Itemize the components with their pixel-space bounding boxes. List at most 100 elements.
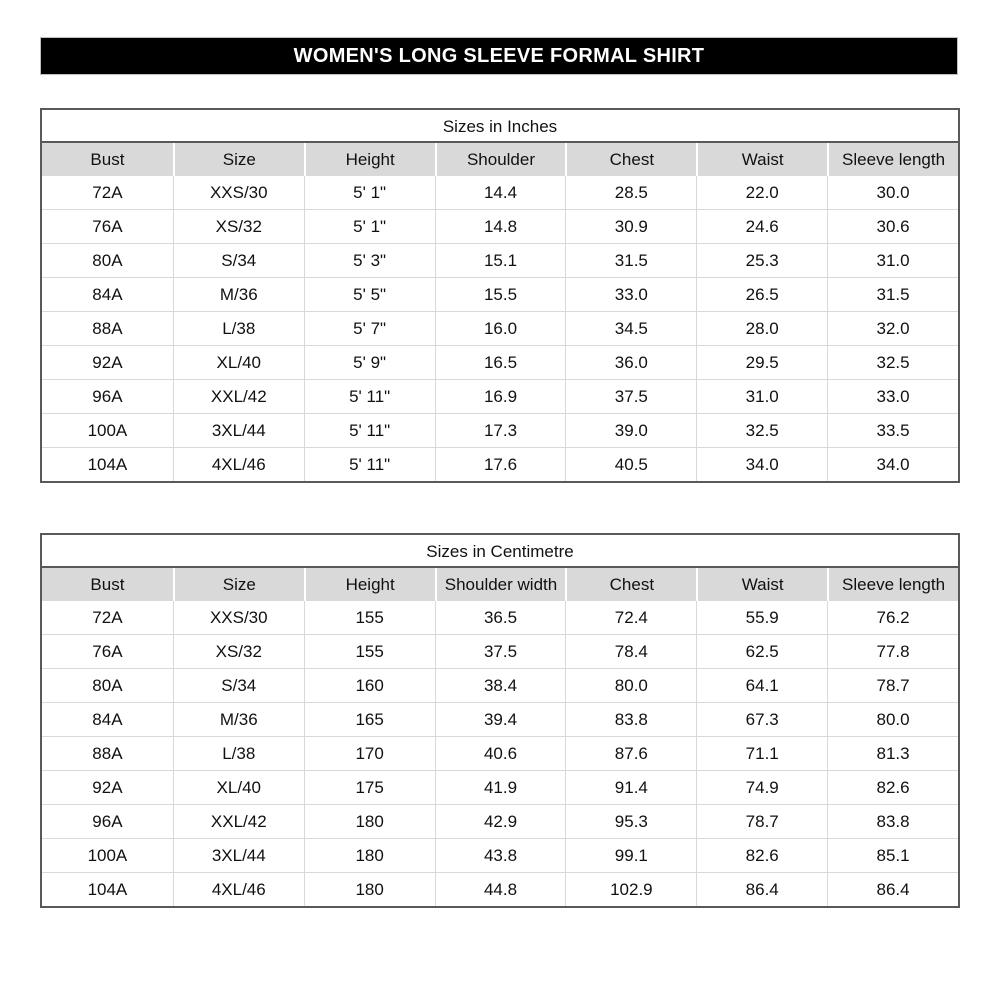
column-header: Waist: [696, 568, 827, 601]
size-table-inches: Sizes in Inches Bust Size Height Shoulder Ch…: [40, 108, 960, 483]
table-cell: 84A: [42, 703, 173, 736]
table-cell: 5' 11": [303, 380, 435, 413]
table-cell: XXS/30: [172, 176, 304, 209]
table-cell: 33.5: [827, 414, 958, 447]
table-cell: 5' 11": [303, 414, 435, 447]
table-cell: 76A: [42, 635, 173, 668]
table-cell: 160: [303, 669, 435, 702]
table-cell: 38.4: [434, 669, 566, 702]
table-cell: XS/32: [172, 635, 304, 668]
table-cell: 180: [303, 873, 435, 906]
table-cell: 39.0: [565, 414, 697, 447]
column-header: Bust: [90, 150, 125, 169]
table-row: 84A M/36 5' 5" 15.5 33.0 26.5 31.5: [42, 277, 958, 311]
table-cell: 5' 1": [303, 210, 435, 243]
table-cell: 31.0: [827, 244, 958, 277]
table-cell: 32.5: [827, 346, 958, 379]
table-cell: 104A: [42, 448, 173, 481]
table-cell: XXL/42: [172, 380, 304, 413]
table-cell: 80.0: [827, 703, 958, 736]
table-cell: 180: [303, 839, 435, 872]
table-cell: 81.3: [827, 737, 958, 770]
table-cell: L/38: [172, 312, 304, 345]
table-cell: 4XL/46: [172, 873, 304, 906]
table-cell: 43.8: [434, 839, 566, 872]
table-row: 96A XXL/42 5' 11" 16.9 37.5 31.0 33.0: [42, 379, 958, 413]
table-cell: 26.5: [696, 278, 828, 311]
table-cell: 33.0: [565, 278, 697, 311]
table-cell: 175: [303, 771, 435, 804]
column-header: Sleeve length: [827, 568, 958, 601]
table-cell: 80A: [42, 669, 173, 702]
table-cell: 91.4: [565, 771, 697, 804]
table-title: Sizes in Inches: [42, 110, 958, 143]
table-cell: 3XL/44: [172, 414, 304, 447]
column-header: Sleeve length: [827, 143, 958, 176]
table-cell: 37.5: [434, 635, 566, 668]
table-cell: 17.3: [434, 414, 566, 447]
table-cell: XXS/30: [172, 601, 304, 634]
column-header: Chest: [565, 143, 696, 176]
table-cell: XL/40: [172, 771, 304, 804]
table-cell: 15.5: [434, 278, 566, 311]
table-cell: 34.0: [827, 448, 958, 481]
table-cell: 155: [303, 601, 435, 634]
table-cell: 96A: [42, 380, 173, 413]
product-title-banner: WOMEN'S LONG SLEEVE FORMAL SHIRT: [40, 37, 958, 75]
table-cell: 83.8: [565, 703, 697, 736]
table-cell: 78.7: [696, 805, 828, 838]
table-cell: 78.7: [827, 669, 958, 702]
table-cell: 36.5: [434, 601, 566, 634]
table-cell: 83.8: [827, 805, 958, 838]
table-cell: 41.9: [434, 771, 566, 804]
table-row: 72A XXS/30 155 36.5 72.4 55.9 76.2: [42, 601, 958, 634]
table-cell: 5' 3": [303, 244, 435, 277]
table-cell: 37.5: [565, 380, 697, 413]
table-cell: XS/32: [172, 210, 304, 243]
table-cell: 88A: [42, 312, 173, 345]
table-cell: 82.6: [827, 771, 958, 804]
table-row: 80A S/34 5' 3" 15.1 31.5 25.3 31.0: [42, 243, 958, 277]
table-row: 88A L/38 5' 7" 16.0 34.5 28.0 32.0: [42, 311, 958, 345]
table-cell: 14.4: [434, 176, 566, 209]
table-cell: 76A: [42, 210, 173, 243]
table-row: 72A XXS/30 5' 1" 14.4 28.5 22.0 30.0: [42, 176, 958, 209]
table-header-row: Bust Size Height Shoulder Chest Waist Sleeve l…: [42, 143, 958, 176]
table-row: 96A XXL/42 180 42.9 95.3 78.7 83.8: [42, 804, 958, 838]
table-cell: 14.8: [434, 210, 566, 243]
table-cell: 102.9: [565, 873, 697, 906]
table-row: 80A S/34 160 38.4 80.0 64.1 78.7: [42, 668, 958, 702]
column-header: Size: [172, 568, 304, 601]
table-cell: 71.1: [696, 737, 828, 770]
table-cell: 31.5: [827, 278, 958, 311]
table-row: 104A 4XL/46 180 44.8 102.9 86.4 86.4: [42, 872, 958, 906]
table-cell: 28.5: [565, 176, 697, 209]
table-cell: 80A: [42, 244, 173, 277]
table-cell: 16.5: [434, 346, 566, 379]
table-cell: 86.4: [696, 873, 828, 906]
product-title: WOMEN'S LONG SLEEVE FORMAL SHIRT: [293, 44, 705, 67]
table-cell: L/38: [172, 737, 304, 770]
table-cell: 85.1: [827, 839, 958, 872]
table-cell: 76.2: [827, 601, 958, 634]
table-cell: 170: [303, 737, 435, 770]
table-cell: XL/40: [172, 346, 304, 379]
size-table-centimetre: Sizes in Centimetre Bust Size Height Should…: [40, 533, 960, 908]
table-cell: 100A: [42, 839, 173, 872]
table-cell: 34.0: [696, 448, 828, 481]
table-cell: 32.0: [827, 312, 958, 345]
table-cell: 31.0: [696, 380, 828, 413]
table-cell: 62.5: [696, 635, 828, 668]
table-cell: 30.6: [827, 210, 958, 243]
table-cell: 77.8: [827, 635, 958, 668]
column-header: Bust: [90, 575, 125, 594]
table-row: 92A XL/40 5' 9" 16.5 36.0 29.5 32.5: [42, 345, 958, 379]
table-body: 72A XXS/30 155 36.5 72.4 55.9 76.2 76A XS/32 155 3…: [42, 601, 958, 906]
table-cell: 5' 5": [303, 278, 435, 311]
table-cell: 88A: [42, 737, 173, 770]
table-cell: 16.9: [434, 380, 566, 413]
table-row: 100A 3XL/44 180 43.8 99.1 82.6 85.1: [42, 838, 958, 872]
table-cell: M/36: [172, 278, 304, 311]
table-cell: 86.4: [827, 873, 958, 906]
table-cell: 5' 9": [303, 346, 435, 379]
